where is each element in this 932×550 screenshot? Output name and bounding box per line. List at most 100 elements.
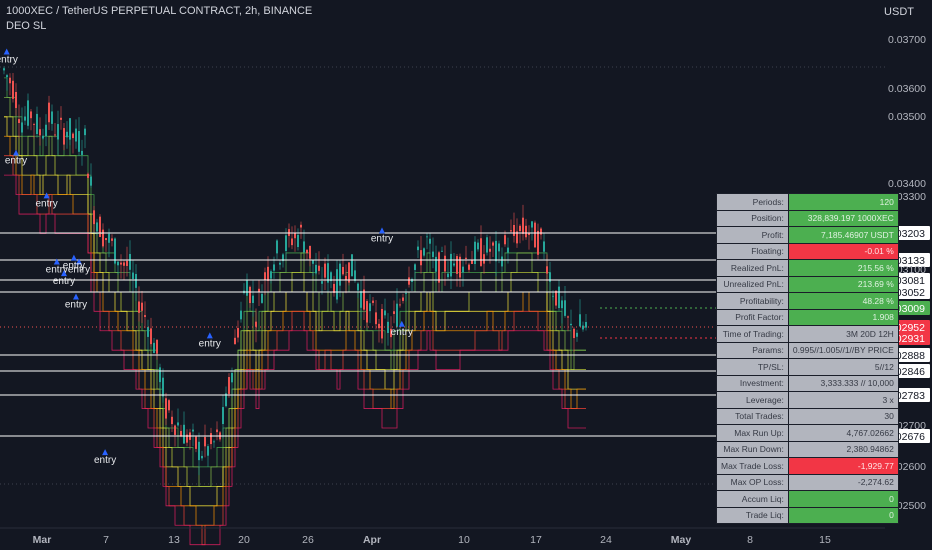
- candle: [177, 408, 179, 428]
- stats-row: Total Trades: 30: [716, 407, 899, 425]
- candle: [390, 316, 392, 349]
- candle: [420, 235, 422, 274]
- candle: [348, 262, 350, 286]
- stats-row: Max Trade Loss: -1,929.77: [716, 457, 899, 475]
- entry-marker: entry: [63, 254, 85, 272]
- candle: [126, 246, 128, 277]
- candle: [120, 254, 122, 279]
- candle: [522, 204, 524, 241]
- candle: [45, 114, 47, 147]
- stats-label: Trade Liq:: [716, 506, 789, 524]
- y-tick-label: 0.03700: [888, 34, 926, 46]
- candle: [234, 329, 236, 345]
- candle: [321, 267, 323, 295]
- y-tick-label: 0.03400: [888, 178, 926, 190]
- x-tick-label: 7: [103, 534, 109, 546]
- candle: [429, 233, 431, 254]
- candle: [336, 259, 338, 304]
- candle: [300, 221, 302, 239]
- candle: [261, 284, 263, 304]
- candle: [276, 239, 278, 259]
- candle: [438, 250, 440, 293]
- candle: [195, 435, 197, 453]
- stats-label: Max Run Down:: [716, 440, 789, 458]
- indicator-name[interactable]: DEO SL: [6, 20, 47, 32]
- candle: [294, 225, 296, 252]
- symbol-title[interactable]: 1000XEC / TetherUS PERPETUAL CONTRACT, 2…: [6, 5, 313, 17]
- candle: [48, 95, 50, 130]
- candle: [84, 125, 86, 149]
- candle: [378, 319, 380, 343]
- stats-label: Total Trades:: [716, 407, 789, 425]
- candle: [408, 266, 410, 288]
- candle: [546, 254, 548, 282]
- candle: [201, 450, 203, 461]
- candle: [222, 395, 224, 439]
- x-tick-label: 15: [819, 534, 831, 546]
- stats-label: Profit:: [716, 226, 789, 244]
- candle: [141, 290, 143, 323]
- candle: [24, 106, 26, 125]
- stats-label: Max Run Up:: [716, 424, 789, 442]
- candle: [462, 259, 464, 287]
- candle: [459, 253, 461, 288]
- stats-label: Max OP Loss:: [716, 473, 789, 491]
- stats-value: -1,929.77: [787, 457, 899, 475]
- candle: [267, 256, 269, 292]
- stats-value: 3M 20D 12H: [787, 325, 899, 343]
- stats-row: Max Run Down: 2,380.94862: [716, 440, 899, 458]
- candle: [396, 288, 398, 329]
- stats-value: -2,274.62: [787, 473, 899, 491]
- x-tick-label: 13: [168, 534, 180, 546]
- currency-label[interactable]: USDT: [884, 6, 914, 18]
- candle: [543, 232, 545, 260]
- stats-label: Time of Trading:: [716, 325, 789, 343]
- candle: [228, 373, 230, 398]
- x-tick-label: May: [671, 534, 692, 546]
- candle: [69, 118, 71, 146]
- candle: [18, 104, 20, 139]
- stats-row: Profitability: 48.28 %: [716, 292, 899, 310]
- candle: [117, 261, 119, 275]
- stats-row: Leverage: 3 x: [716, 391, 899, 409]
- entry-marker: entry: [0, 48, 18, 65]
- candle: [480, 225, 482, 267]
- candle: [255, 308, 257, 343]
- candle: [153, 337, 155, 354]
- candle: [243, 283, 245, 295]
- candle: [402, 293, 404, 304]
- candle: [561, 296, 563, 324]
- candle: [327, 254, 329, 292]
- stats-label: Max Trade Loss:: [716, 457, 789, 475]
- stats-label: Periods:: [716, 193, 789, 211]
- candle: [147, 319, 149, 353]
- candle: [513, 212, 515, 243]
- candle: [531, 220, 533, 241]
- stats-label: Accum Liq:: [716, 490, 789, 508]
- stats-row: Profit: 7,185.46907 USDT: [716, 226, 899, 244]
- stats-value: 3 x: [787, 391, 899, 409]
- candle: [99, 214, 101, 238]
- candle: [75, 119, 77, 149]
- candle: [507, 237, 509, 264]
- entry-marker: entry: [94, 449, 116, 466]
- stats-row: Floating: -0.01 %: [716, 242, 899, 260]
- stats-label: Unrealized PnL:: [716, 275, 789, 293]
- candle: [135, 264, 137, 301]
- candle: [510, 219, 512, 234]
- candle: [393, 300, 395, 324]
- candle: [306, 249, 308, 261]
- candle: [342, 253, 344, 276]
- candle: [252, 280, 254, 317]
- candle: [192, 423, 194, 447]
- candle: [345, 264, 347, 294]
- candle: [186, 429, 188, 447]
- stats-value: 3,333.333 // 10,000: [787, 374, 899, 392]
- candle: [447, 261, 449, 280]
- stats-value: 0.995//1.005//1//BY PRICE: [787, 341, 899, 359]
- strategy-stats-table: Periods: 120 Position: 328,839.197 1000XEC P…: [716, 193, 899, 524]
- stats-row: Params: 0.995//1.005//1//BY PRICE: [716, 341, 899, 359]
- entry-marker: entry: [65, 293, 87, 311]
- candle: [375, 299, 377, 330]
- candle: [270, 269, 272, 284]
